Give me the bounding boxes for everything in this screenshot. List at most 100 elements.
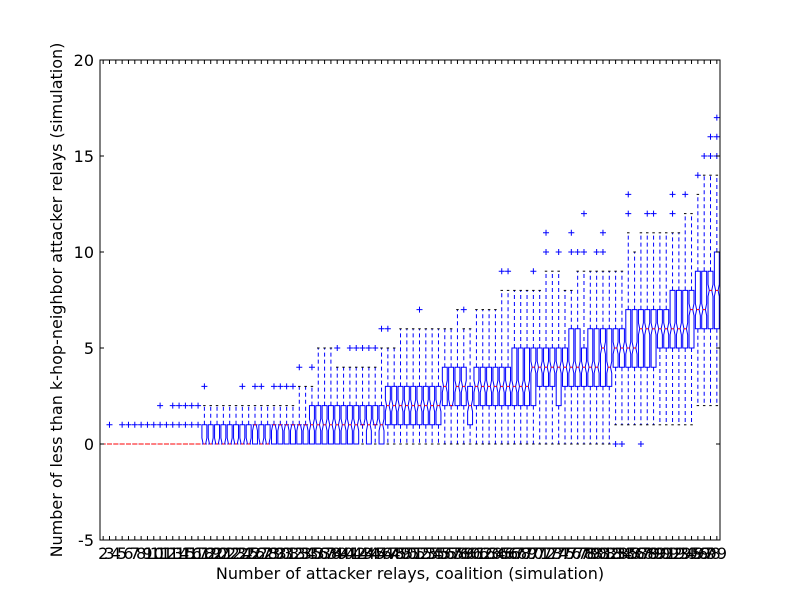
box-73 xyxy=(549,270,556,445)
box-95 xyxy=(688,213,695,426)
flier-point xyxy=(289,383,296,390)
x-tick-label: 54 xyxy=(422,544,442,563)
box-44 xyxy=(365,345,372,445)
flier-point xyxy=(498,268,505,275)
box-94 xyxy=(682,191,689,426)
box-body xyxy=(403,385,410,426)
x-tick-label: 33 xyxy=(289,544,309,563)
box-body xyxy=(283,424,290,445)
x-tick-label: 52 xyxy=(409,544,429,563)
x-tick-label: 97 xyxy=(694,544,714,563)
box-17 xyxy=(195,402,202,445)
box-5 xyxy=(119,421,126,445)
box-body xyxy=(277,424,284,445)
box-body xyxy=(410,385,417,426)
box-body xyxy=(505,366,512,407)
box-body xyxy=(245,424,252,445)
flier-point xyxy=(650,210,657,217)
y-tick-label: 15 xyxy=(74,147,94,166)
flier-point xyxy=(669,210,676,217)
x-tick-label: 7 xyxy=(130,544,140,563)
box-87 xyxy=(637,232,644,447)
x-tick-label: 53 xyxy=(416,544,436,563)
x-tick-label: 81 xyxy=(593,544,613,563)
box-body xyxy=(562,347,568,387)
box-81 xyxy=(599,229,606,445)
box-body xyxy=(530,347,537,407)
box-38 xyxy=(327,347,334,445)
box-53 xyxy=(422,328,429,445)
box-68 xyxy=(517,289,524,445)
x-tick-label: 32 xyxy=(283,544,303,563)
x-tick-label: 44 xyxy=(359,544,379,563)
box-42 xyxy=(353,345,360,445)
x-tick-label: 34 xyxy=(295,544,315,563)
x-tick-label: 75 xyxy=(555,544,575,563)
x-tick-label: 10 xyxy=(144,544,164,563)
flier-point xyxy=(283,383,290,390)
flier-point xyxy=(574,249,581,255)
box-body xyxy=(631,309,638,368)
box-body xyxy=(517,347,524,407)
x-tick-label: 40 xyxy=(333,544,353,563)
box-48 xyxy=(391,347,398,445)
flier-point xyxy=(612,441,619,447)
flier-point xyxy=(599,249,606,255)
box-body xyxy=(536,347,543,387)
box-80 xyxy=(593,249,600,445)
flier-point xyxy=(701,153,708,159)
flier-point xyxy=(359,345,366,351)
box-20 xyxy=(214,405,221,445)
box-93 xyxy=(675,232,682,426)
y-axis: -5 0 5 10 15 20 xyxy=(74,51,720,550)
flier-point xyxy=(543,229,550,236)
flier-point xyxy=(682,191,689,198)
flier-point xyxy=(106,421,113,428)
box-body xyxy=(422,385,429,426)
x-tick-label: 42 xyxy=(346,544,366,563)
flier-point xyxy=(258,383,265,390)
x-tick-label: 63 xyxy=(479,544,499,563)
flier-point xyxy=(201,383,208,390)
box-30 xyxy=(277,383,284,445)
box-26 xyxy=(252,383,258,445)
box-body xyxy=(214,424,221,445)
flier-point xyxy=(270,383,277,390)
flier-point xyxy=(707,153,714,159)
box-82 xyxy=(606,270,613,445)
box-45 xyxy=(372,345,379,445)
flier-point xyxy=(637,441,644,447)
box-52 xyxy=(416,306,423,445)
flier-point xyxy=(365,345,372,351)
flier-point xyxy=(131,421,138,428)
box-18 xyxy=(201,383,208,445)
flier-point xyxy=(125,421,132,428)
x-tick-label: 24 xyxy=(232,544,252,563)
box-28 xyxy=(264,405,271,445)
x-tick-label: 49 xyxy=(390,544,410,563)
y-axis-label: Number of less than k-hop-neighbor attac… xyxy=(47,43,66,558)
box-43 xyxy=(359,345,366,445)
x-tick-label: 17 xyxy=(188,544,208,563)
flier-point xyxy=(277,383,284,390)
box-51 xyxy=(410,328,417,445)
box-27 xyxy=(258,383,265,445)
box-body xyxy=(460,366,467,407)
flier-point xyxy=(239,383,246,390)
box-body xyxy=(429,385,436,426)
box-body xyxy=(574,328,581,387)
flier-point xyxy=(644,210,651,217)
flier-point xyxy=(713,133,720,140)
box-body xyxy=(606,328,613,387)
flier-point xyxy=(372,345,379,351)
box-96 xyxy=(694,172,701,407)
box-60 xyxy=(467,328,474,445)
box-47 xyxy=(384,325,391,445)
x-tick-label: 3 xyxy=(104,544,114,563)
box-body xyxy=(701,270,708,330)
x-tick-label: 73 xyxy=(542,544,562,563)
box-19 xyxy=(207,405,214,445)
box-body xyxy=(258,424,265,445)
x-tick-label: 88 xyxy=(637,544,657,563)
